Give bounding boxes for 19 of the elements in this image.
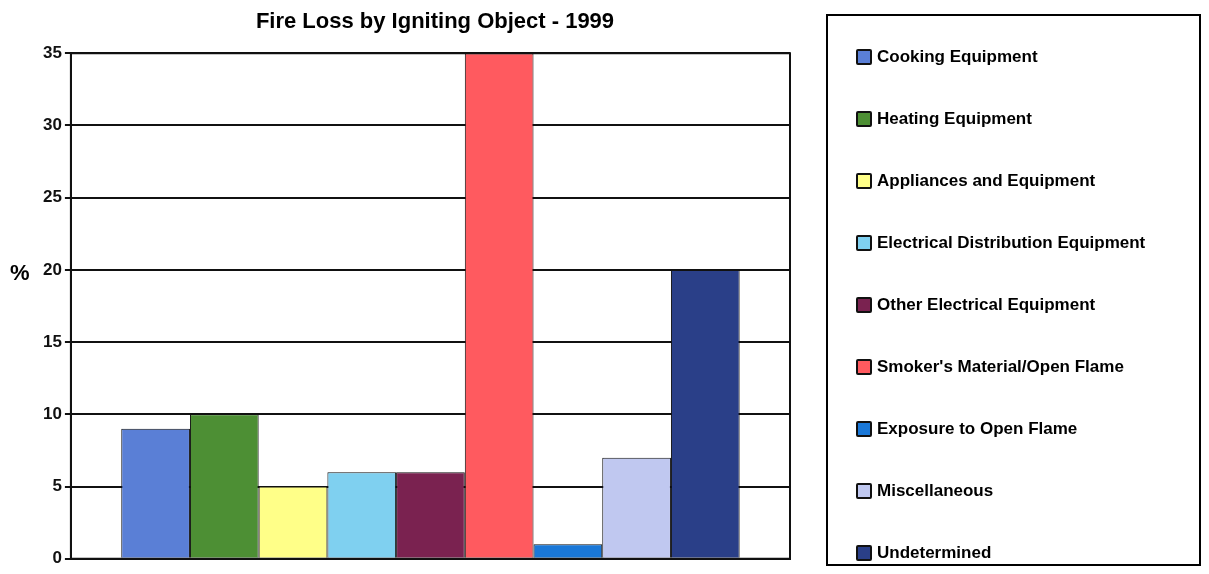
legend-label: Miscellaneous	[877, 481, 994, 501]
legend-label: Undetermined	[877, 543, 992, 563]
legend-label: Heating Equipment	[877, 109, 1032, 129]
y-tick-label: 15	[42, 331, 62, 351]
legend-label: Electrical Distribution Equipment	[877, 233, 1146, 253]
legend-label: Exposure to Open Flame	[877, 419, 1078, 439]
y-tick-label: 25	[42, 187, 62, 207]
legend-label: Other Electrical Equipment	[877, 295, 1096, 315]
y-tick-label: 10	[42, 404, 62, 424]
legend-label: Smoker's Material/Open Flame	[877, 357, 1124, 377]
y-tick-label: 35	[42, 42, 62, 62]
legend-label: Cooking Equipment	[877, 47, 1038, 67]
y-tick-label: 20	[42, 259, 62, 279]
y-tick-label: 5	[52, 476, 62, 496]
y-tick-label: 30	[42, 115, 62, 135]
chart-title: Fire Loss by Igniting Object - 1999	[254, 8, 616, 34]
y-tick-label: 0	[52, 548, 62, 568]
y-axis-title: %	[10, 260, 30, 286]
legend-label: Appliances and Equipment	[877, 171, 1096, 191]
